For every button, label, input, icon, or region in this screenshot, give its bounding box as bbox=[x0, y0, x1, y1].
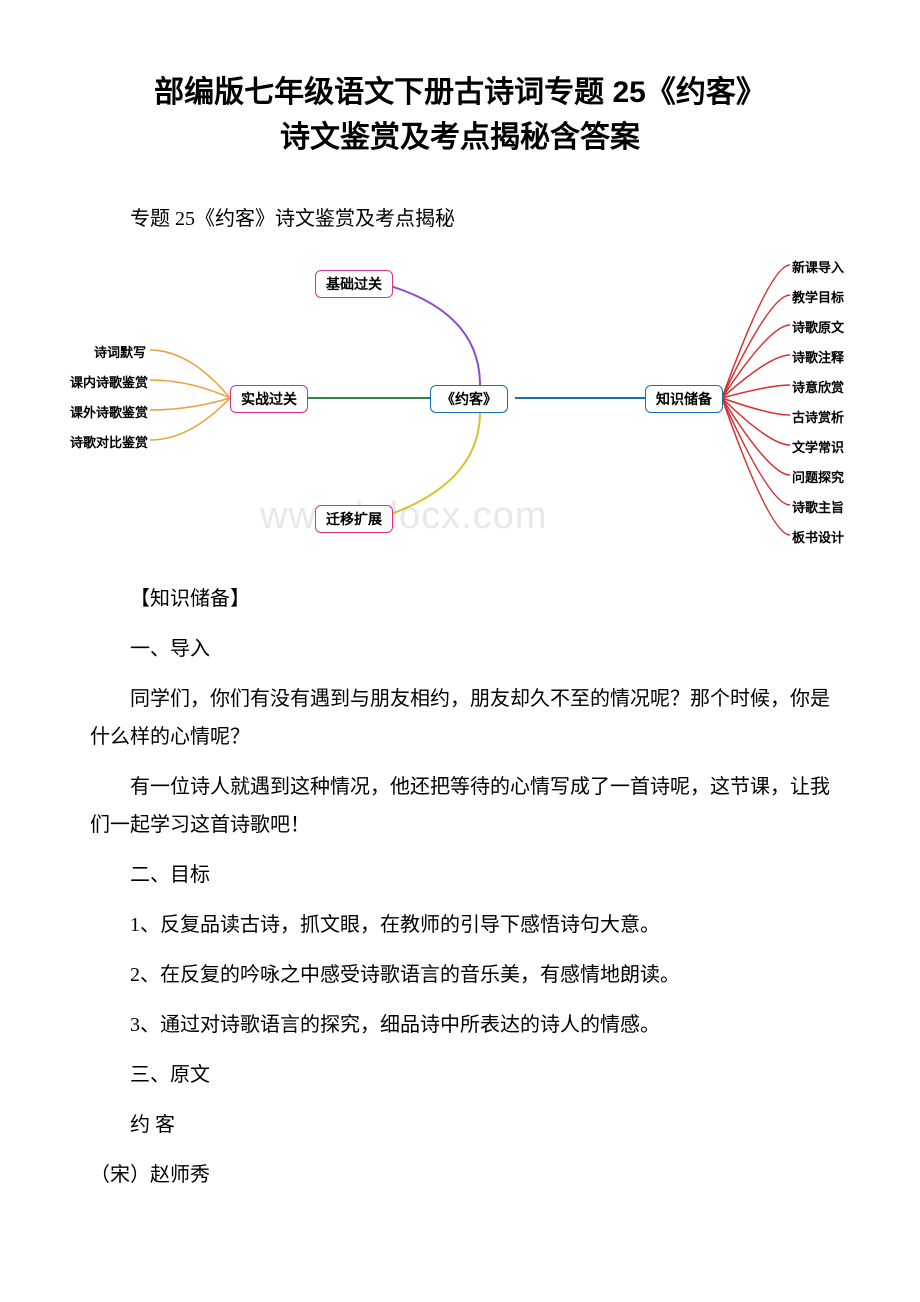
node-top: 基础过关 bbox=[315, 270, 393, 298]
node-left: 实战过关 bbox=[230, 385, 308, 413]
title-line1: 部编版七年级语文下册古诗词专题 25《约客》 bbox=[154, 76, 766, 109]
para-2: 有一位诗人就遇到这种情况，他还把等待的心情写成了一首诗呢，这节课，让我们一起学习… bbox=[90, 768, 830, 844]
right-item-8: 诗歌主旨 bbox=[792, 497, 844, 516]
right-item-5: 古诗赏析 bbox=[792, 407, 844, 426]
right-item-0: 新课导入 bbox=[792, 257, 844, 276]
left-item-2: 课外诗歌鉴赏 bbox=[70, 402, 148, 421]
right-item-4: 诗意欣赏 bbox=[792, 377, 844, 396]
left-item-1: 课内诗歌鉴赏 bbox=[70, 372, 148, 391]
heading-1: 一、导入 bbox=[90, 630, 830, 668]
node-center: 《约客》 bbox=[430, 385, 508, 413]
goal-2: 2、在反复的吟咏之中感受诗歌语言的音乐美，有感情地朗读。 bbox=[90, 956, 830, 994]
page-title: 部编版七年级语文下册古诗词专题 25《约客》 诗文鉴赏及考点揭秘含答案 bbox=[90, 70, 830, 160]
goal-3: 3、通过对诗歌语言的探究，细品诗中所表达的诗人的情感。 bbox=[90, 1006, 830, 1044]
title-line2: 诗文鉴赏及考点揭秘含答案 bbox=[280, 121, 640, 154]
right-item-1: 教学目标 bbox=[792, 287, 844, 306]
mindmap-diagram: www.bdocx.com 《约 bbox=[90, 250, 830, 560]
section-head: 【知识储备】 bbox=[90, 580, 830, 618]
heading-2: 二、目标 bbox=[90, 856, 830, 894]
right-item-9: 板书设计 bbox=[792, 527, 844, 546]
left-item-3: 诗歌对比鉴赏 bbox=[70, 432, 148, 451]
subtitle: 专题 25《约客》诗文鉴赏及考点揭秘 bbox=[90, 200, 830, 238]
para-1: 同学们，你们有没有遇到与朋友相约，朋友却久不至的情况呢？那个时候，你是什么样的心… bbox=[90, 680, 830, 756]
node-bottom: 迁移扩展 bbox=[315, 505, 393, 533]
right-item-3: 诗歌注释 bbox=[792, 347, 844, 366]
poem-author: （宋）赵师秀 bbox=[90, 1156, 830, 1194]
right-item-7: 问题探究 bbox=[792, 467, 844, 486]
goal-1: 1、反复品读古诗，抓文眼，在教师的引导下感悟诗句大意。 bbox=[90, 906, 830, 944]
heading-3: 三、原文 bbox=[90, 1056, 830, 1094]
node-right: 知识储备 bbox=[645, 385, 723, 413]
right-item-6: 文学常识 bbox=[792, 437, 844, 456]
poem-title: 约 客 bbox=[90, 1106, 830, 1144]
left-item-0: 诗词默写 bbox=[94, 342, 146, 361]
right-item-2: 诗歌原文 bbox=[792, 317, 844, 336]
